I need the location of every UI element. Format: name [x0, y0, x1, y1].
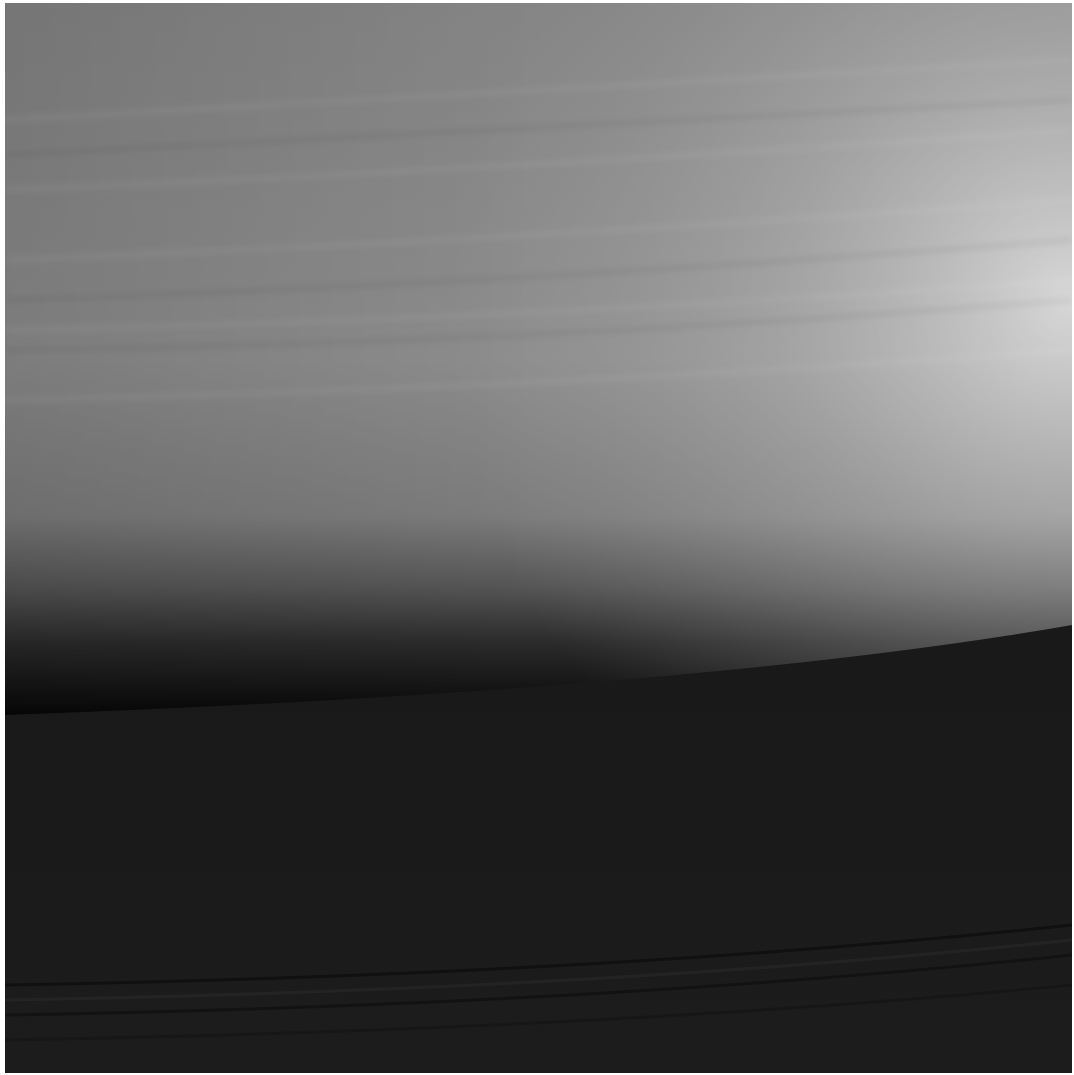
- image: [5, 3, 1072, 1073]
- cloud-bands: [5, 57, 1072, 403]
- dark-bands: [5, 97, 1072, 353]
- ring-lines: [5, 923, 1072, 1042]
